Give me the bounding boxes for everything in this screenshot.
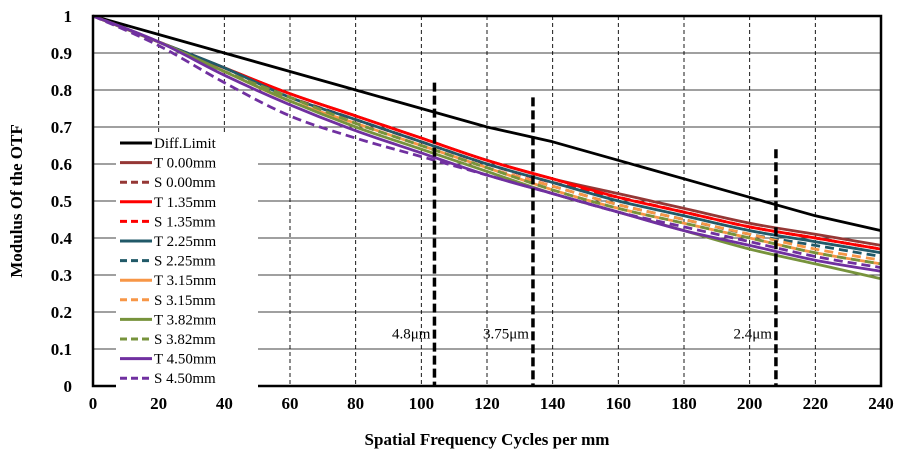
x-tick-label: 160 — [606, 394, 632, 413]
x-tick-label: 40 — [216, 394, 233, 413]
x-tick-label: 200 — [737, 394, 763, 413]
legend-label: T 2.25mm — [154, 234, 217, 250]
resolution-marker-label: 3.75μm — [483, 327, 529, 343]
legend-label: S 3.82mm — [154, 332, 216, 348]
y-tick-label: 0.9 — [51, 44, 72, 63]
legend-label: S 1.35mm — [154, 214, 216, 230]
plot-frame — [91, 14, 883, 388]
legend-label: T 4.50mm — [154, 352, 217, 368]
y-tick-label: 0.5 — [51, 192, 72, 211]
x-tick-label: 80 — [347, 394, 364, 413]
legend-label: T 1.35mm — [154, 195, 217, 211]
tick-labels: 0 20 40 60 80 100 120 140 160 180 200 220 240 0 0.1 0.2… — [51, 7, 894, 413]
y-tick-label: 0.6 — [51, 155, 72, 174]
x-tick-label: 220 — [803, 394, 829, 413]
legend-label: T 0.00mm — [154, 156, 217, 172]
y-tick-label: 0.2 — [51, 303, 72, 322]
y-tick-label: 0.3 — [51, 266, 72, 285]
y-tick-label: 1 — [64, 7, 73, 26]
legend-label: S 0.00mm — [154, 175, 216, 191]
resolution-markers: 4.8μm 3.75μm 2.4μm — [392, 82, 778, 386]
x-tick-label: 240 — [868, 394, 894, 413]
y-tick-label: 0 — [64, 377, 73, 396]
x-tick-label: 180 — [671, 394, 697, 413]
x-tick-label: 100 — [409, 394, 435, 413]
legend-label: T 3.15mm — [154, 273, 217, 289]
legend-label: T 3.82mm — [154, 312, 217, 328]
series-line-s-4-50mm — [92, 14, 882, 269]
x-tick-label: 60 — [282, 394, 299, 413]
y-tick-label: 0.8 — [51, 81, 72, 100]
resolution-marker-label: 2.4μm — [733, 327, 772, 343]
series-line-s-3-82mm — [92, 14, 882, 266]
y-tick-label: 0.4 — [51, 229, 73, 248]
x-tick-label: 120 — [474, 394, 500, 413]
legend-label: S 3.15mm — [154, 293, 216, 309]
legend-label: S 2.25mm — [154, 254, 216, 270]
legend-background — [116, 134, 258, 393]
legend-label: Diff.Limit — [154, 136, 217, 152]
x-axis-title: Spatial Frequency Cycles per mm — [365, 430, 610, 449]
legend-label: S 4.50mm — [154, 371, 216, 387]
y-tick-label: 0.7 — [51, 118, 73, 137]
y-axis-title: Modulus Of the OTF — [7, 124, 26, 278]
x-tick-label: 20 — [150, 394, 167, 413]
y-tick-label: 0.1 — [51, 340, 72, 359]
x-tick-label: 140 — [540, 394, 566, 413]
series-line-t-2-25mm — [92, 14, 882, 255]
series-lines — [92, 14, 882, 281]
legend: Diff.Limit T 0.00mm S 0.00mm T 1.35mm S 1.35… — [116, 134, 258, 393]
resolution-marker-label: 4.8μm — [392, 327, 431, 343]
series-line-diff-limit — [92, 14, 882, 232]
x-tick-label: 0 — [89, 394, 98, 413]
